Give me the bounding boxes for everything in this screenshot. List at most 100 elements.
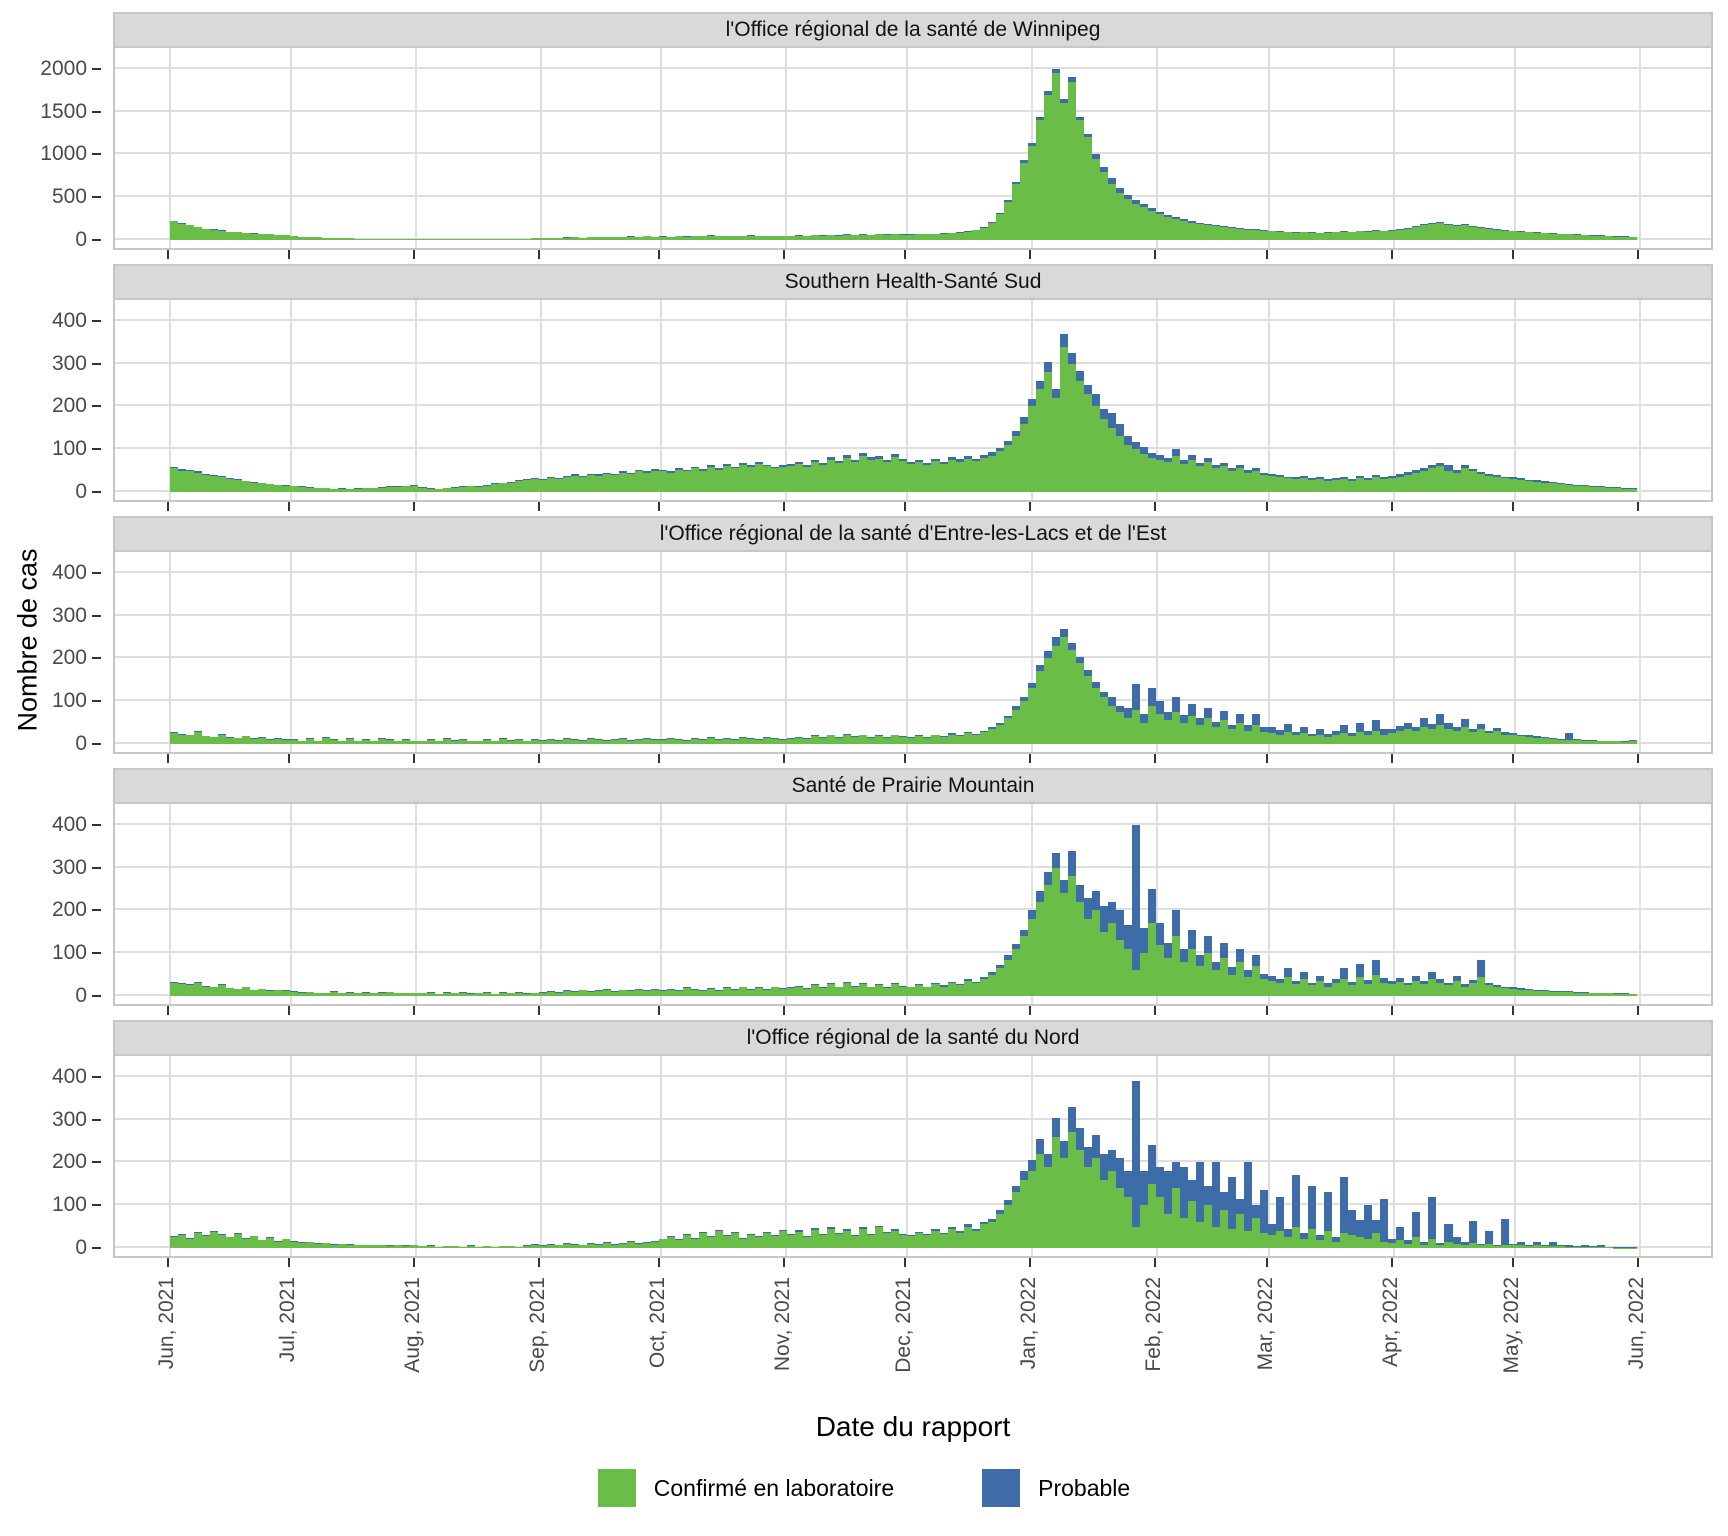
bar-segment-confirmed (354, 740, 363, 744)
bar-segment-probable (867, 457, 876, 460)
bar-segment-confirmed (1364, 984, 1373, 996)
bar-segment-confirmed (1516, 231, 1525, 240)
bar-segment-probable (1099, 906, 1108, 932)
stacked-bar (931, 1229, 940, 1248)
stacked-bar (1580, 991, 1589, 996)
stacked-bar (642, 990, 651, 996)
x-tick-mark (783, 250, 786, 259)
bar-segment-probable (1179, 948, 1188, 962)
bar-segment-probable (963, 231, 972, 232)
bar-segment-probable (899, 1233, 908, 1236)
bar-segment-probable (194, 982, 203, 984)
bar-segment-probable (674, 468, 683, 470)
stacked-bar (618, 738, 627, 744)
stacked-bar (1139, 204, 1148, 240)
bar-segment-probable (1123, 707, 1132, 719)
stacked-bar (1051, 389, 1060, 492)
bar-segment-probable (666, 1236, 675, 1238)
bar-segment-confirmed (442, 738, 451, 744)
bar-segment-confirmed (1236, 722, 1245, 744)
stacked-bar (1075, 116, 1084, 240)
gridline-horizontal (115, 318, 1711, 321)
stacked-bar (899, 234, 908, 240)
stacked-bar (899, 1233, 908, 1248)
stacked-bar (298, 236, 307, 240)
y-tick-label: 2000 (40, 56, 87, 80)
bar-segment-confirmed (314, 487, 323, 492)
stacked-bar (346, 738, 355, 744)
bar-segment-confirmed (1484, 985, 1493, 996)
bar-segment-probable (1492, 228, 1501, 230)
bar-segment-confirmed (1228, 729, 1237, 744)
bar-segment-confirmed (1564, 739, 1573, 744)
gridline-vertical (1393, 552, 1396, 752)
bar-segment-probable (1204, 707, 1213, 719)
bar-segment-confirmed (610, 236, 619, 240)
bar-segment-confirmed (1516, 1244, 1525, 1248)
stacked-bar (1484, 1230, 1493, 1248)
plot-row: 0 100 200 300 400 (52, 802, 1713, 1007)
bar-segment-probable (1228, 226, 1237, 229)
y-tick-label: 0 (75, 480, 87, 503)
bar-segment-probable (987, 727, 996, 730)
bar-segment-probable (1163, 1171, 1172, 1214)
bar-segment-confirmed (402, 992, 411, 996)
bar-segment-confirmed (378, 487, 387, 492)
bar-segment-confirmed (1420, 225, 1429, 240)
stacked-bar (330, 488, 339, 492)
bar-segment-confirmed (899, 234, 908, 240)
bar-segment-confirmed (1388, 478, 1397, 492)
y-tick-mark (92, 700, 101, 703)
stacked-bar (771, 1235, 780, 1248)
bar-segment-probable (1420, 718, 1429, 727)
stacked-bar (1284, 476, 1293, 492)
bar-segment-probable (1292, 232, 1301, 233)
bar-segment-probable (995, 1209, 1004, 1214)
y-axis-labels: 0 500 1000 1500 2000 (0, 46, 103, 251)
bar-segment-probable (947, 232, 956, 234)
stacked-bar (1147, 452, 1156, 492)
gridline-vertical (660, 552, 663, 752)
bar-segment-confirmed (482, 739, 491, 744)
bar-segment-confirmed (570, 237, 579, 240)
stacked-bar (1500, 732, 1509, 744)
bar-segment-probable (1300, 231, 1309, 233)
bar-segment-probable (1155, 701, 1164, 715)
stacked-bar (1572, 234, 1581, 240)
stacked-bar (298, 1242, 307, 1248)
bar-segment-probable (1308, 478, 1317, 481)
stacked-bar (715, 235, 724, 240)
bar-segment-probable (1115, 705, 1124, 712)
bar-segment-probable (803, 1236, 812, 1238)
stacked-bar (1115, 1158, 1124, 1248)
bar-segment-confirmed (314, 740, 323, 744)
bar-segment-confirmed (779, 989, 788, 996)
stacked-bar (1019, 696, 1028, 744)
bar-segment-probable (747, 738, 756, 739)
bar-segment-confirmed (514, 238, 523, 240)
bar-segment-probable (1155, 923, 1164, 945)
stacked-bar (1308, 733, 1317, 744)
stacked-bar (1083, 897, 1092, 996)
bar-segment-probable (1356, 1220, 1365, 1238)
bar-segment-confirmed (1212, 468, 1221, 492)
bar-segment-confirmed (811, 462, 820, 492)
bar-segment-probable (1187, 929, 1196, 949)
bar-segment-confirmed (370, 993, 379, 996)
bar-segment-confirmed (306, 991, 315, 996)
bar-segment-probable (1500, 986, 1509, 989)
bar-segment-probable (1484, 473, 1493, 476)
bar-segment-confirmed (226, 988, 235, 996)
gridline-vertical (906, 804, 908, 1004)
bar-segment-probable (1484, 1230, 1493, 1244)
bar-segment-confirmed (1139, 453, 1148, 492)
facet-panel: l'Office régional de la santé du Nord 0 10… (52, 1020, 1713, 1272)
bar-segment-probable (1452, 1237, 1461, 1244)
bar-segment-confirmed (626, 1242, 635, 1248)
bar-segment-confirmed (1115, 940, 1124, 996)
bar-segment-confirmed (602, 474, 611, 492)
stacked-bar (586, 738, 595, 744)
x-tick-label: Sep, 2021 (525, 1277, 549, 1373)
bar-segment-probable (1492, 1244, 1501, 1246)
bar-segment-confirmed (1051, 397, 1060, 492)
